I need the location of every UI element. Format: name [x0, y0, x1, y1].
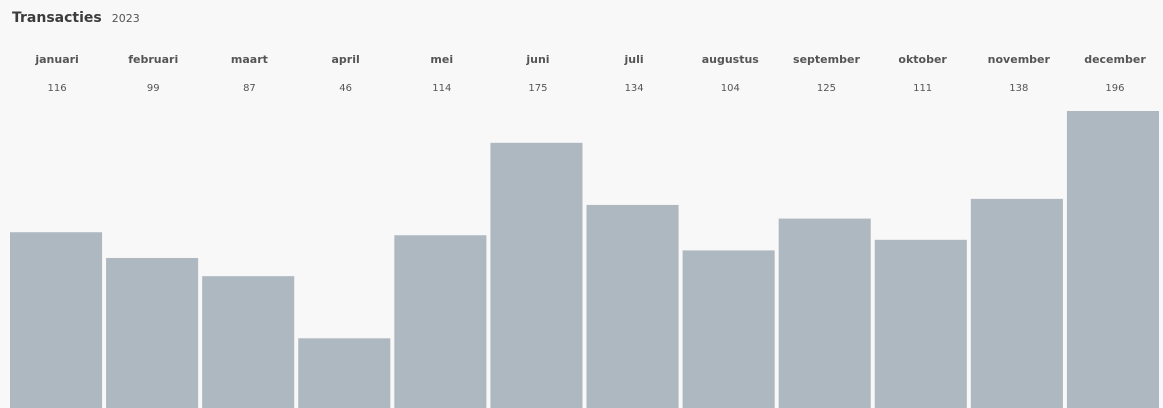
month-header-row: januari 116 februari 99 maart 87 april 46 mei 114…	[9, 50, 1163, 99]
bar-januari[interactable]	[10, 232, 103, 408]
month-column: juli 134	[586, 50, 682, 99]
bar-september[interactable]	[778, 218, 871, 408]
month-column: februari 99	[105, 50, 201, 99]
tick-label: juli	[624, 53, 644, 66]
data-label: 111	[913, 83, 933, 94]
bar-februari[interactable]	[106, 257, 199, 408]
tick-label: september	[793, 53, 860, 66]
month-column: oktober 111	[875, 50, 971, 99]
chart-title: Transacties	[12, 10, 102, 26]
bar-augustus[interactable]	[682, 250, 775, 408]
tick-label: maart	[230, 53, 268, 66]
bar-april[interactable]	[298, 338, 391, 408]
bar-oktober[interactable]	[874, 239, 967, 408]
bar-maart[interactable]	[202, 276, 295, 408]
tick-label: februari	[128, 53, 179, 66]
bar-mei[interactable]	[394, 235, 487, 408]
bar-december[interactable]	[1066, 111, 1159, 408]
month-column: maart 87	[201, 50, 297, 99]
month-column: november 138	[971, 50, 1067, 99]
bar-juli[interactable]	[586, 204, 679, 408]
month-column: april 46	[298, 50, 394, 99]
data-label: 99	[146, 83, 160, 94]
month-column: juni 175	[490, 50, 586, 99]
tick-label: april	[331, 53, 360, 66]
chart-header: Transacties 2023	[12, 10, 140, 32]
data-label: 125	[816, 83, 836, 94]
data-label: 87	[243, 83, 256, 94]
month-column: mei 114	[394, 50, 490, 99]
month-column: augustus 104	[682, 50, 778, 99]
month-column: december 196	[1067, 50, 1163, 99]
data-label: 116	[47, 83, 67, 94]
data-label: 104	[720, 83, 740, 94]
data-label: 138	[1009, 83, 1029, 94]
data-label: 175	[528, 83, 548, 94]
bar-november[interactable]	[970, 198, 1063, 408]
chart-year: 2023	[111, 12, 140, 25]
data-label: 114	[432, 83, 452, 94]
tick-label: oktober	[898, 53, 947, 66]
month-column: september 125	[778, 50, 874, 99]
tick-label: december	[1084, 53, 1146, 66]
tick-label: augustus	[701, 53, 759, 66]
month-column: januari 116	[9, 50, 105, 99]
data-label: 196	[1105, 83, 1125, 94]
tick-label: november	[987, 53, 1050, 66]
tick-label: januari	[35, 53, 79, 66]
data-label: 46	[339, 83, 352, 94]
tick-label: mei	[430, 53, 454, 66]
bar-juni[interactable]	[490, 142, 583, 408]
data-label: 134	[624, 83, 644, 94]
tick-label: juni	[526, 53, 550, 66]
